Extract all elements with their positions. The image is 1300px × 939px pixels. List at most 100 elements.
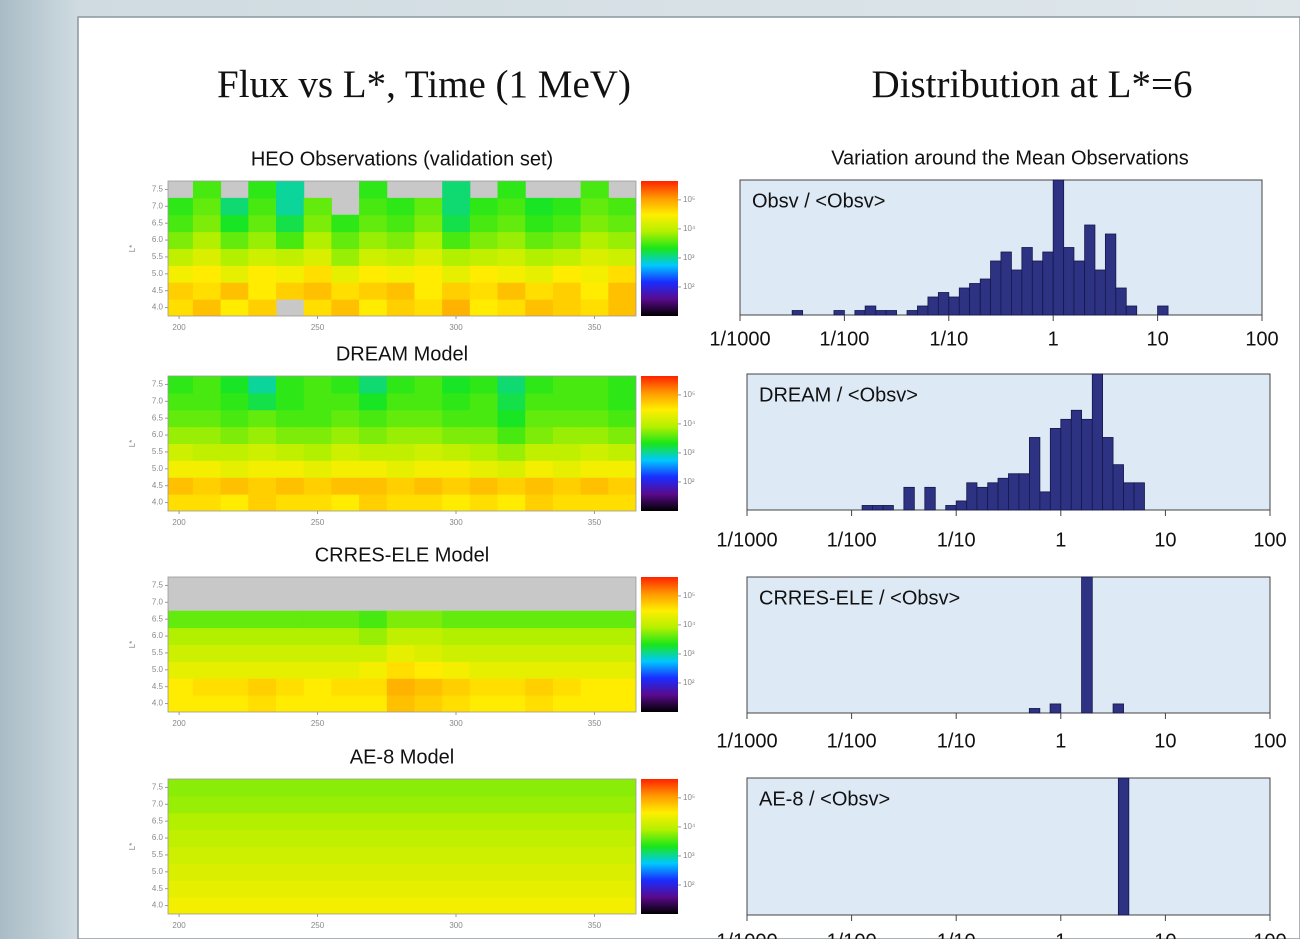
heatmap-cell [220, 265, 249, 283]
heatmap-cell [580, 846, 609, 864]
heatmap-cell [552, 231, 582, 249]
chart-title: Variation around the Mean Observations [831, 147, 1189, 169]
heatmap-cell [552, 779, 582, 797]
heatmap-cell [608, 695, 636, 712]
heatmap-cell [276, 409, 305, 428]
heatmap-cell [580, 661, 609, 679]
bar [1029, 437, 1041, 511]
y-tick-label: 4.0 [152, 699, 164, 708]
heatmap-cell [331, 299, 360, 316]
heatmap-cell [276, 779, 305, 797]
heatmap-cell [608, 863, 636, 881]
heatmap-cell [497, 779, 526, 797]
heatmap-cell [331, 477, 360, 495]
heatmap-cell [386, 265, 415, 283]
x-tick-label: 200 [172, 518, 186, 527]
heatmap-cell [331, 460, 360, 478]
heatmap-cell [303, 795, 332, 814]
heatmap-cell [608, 779, 636, 797]
heatmap-cell [192, 627, 222, 645]
x-tick-label: 1/1000 [716, 529, 777, 551]
bar [927, 296, 939, 316]
heatmap-cell [552, 376, 582, 394]
heatmap-cell [580, 678, 609, 696]
y-tick-label: 7.0 [152, 396, 164, 405]
heatmap-cell [359, 181, 388, 199]
y-tick-label: 5.0 [152, 665, 164, 674]
heatmap-cell [220, 460, 249, 478]
heatmap-cell [192, 695, 222, 712]
y-tick-label: 5.0 [152, 464, 164, 473]
x-tick-label: 100 [1253, 529, 1286, 551]
heatmap-cell [276, 460, 305, 478]
heatmap-cell [192, 392, 222, 411]
heatmap-cell [168, 779, 194, 797]
heatmap-cell [580, 197, 609, 216]
bar [882, 505, 894, 511]
bar [955, 500, 968, 511]
heatmap-cell [168, 610, 194, 629]
heatmap-cell [168, 265, 194, 283]
heatmap-cell [276, 494, 305, 511]
heatmap-cell [168, 426, 194, 444]
heatmap-cell [220, 812, 249, 831]
heatmap-cell [608, 846, 636, 864]
y-tick-label: 6.5 [152, 413, 164, 422]
x-tick-label: 1/10 [937, 730, 976, 752]
heatmap-cell [168, 678, 194, 696]
heatmap-cell [359, 846, 388, 864]
x-tick-label: 300 [449, 323, 463, 332]
heatmap-cell [497, 409, 526, 428]
y-tick-label: 7.5 [152, 185, 164, 194]
heatmap-cell [248, 880, 277, 898]
heatmap-cell [220, 897, 249, 914]
panel-label: CRRES-ELE / <Obsv> [759, 587, 960, 609]
y-axis-label: L* [128, 843, 137, 851]
heatmap-cell [303, 231, 332, 249]
bar [1018, 473, 1030, 511]
heatmap-cell [442, 678, 471, 696]
x-tick-label: 100 [1253, 930, 1286, 939]
y-axis-label: L* [128, 440, 137, 448]
heatmap-cell [386, 392, 415, 411]
heatmap-cell [442, 376, 471, 394]
heatmap-cell [525, 846, 554, 864]
heatmap-cell [608, 426, 636, 444]
heatmap-cell [442, 460, 471, 478]
heatmap-cell [276, 181, 305, 199]
heatmap-cell [248, 426, 277, 444]
colorbar-tick-label: 10⁴ [683, 419, 696, 428]
heatmap-cell [331, 661, 360, 679]
heatmap-cell [442, 779, 471, 797]
heatmap-cell [497, 863, 526, 881]
heatmap-cell [192, 426, 222, 444]
heatmap-cell [276, 610, 305, 629]
bar [871, 505, 884, 511]
x-tick-label: 200 [172, 921, 186, 930]
heatmap-cell [442, 443, 471, 461]
heatmap-cell [525, 248, 554, 266]
heatmap-cell [303, 880, 332, 898]
heatmap-cell [469, 282, 499, 300]
heatmap-cell [220, 426, 249, 444]
heatmap-cell [220, 610, 249, 629]
heatmap-cell [359, 231, 388, 249]
heatmap-cell [359, 661, 388, 679]
y-tick-label: 6.0 [152, 631, 164, 640]
heatmap-cell [442, 846, 471, 864]
heatmap-cell [414, 829, 443, 847]
heatmap-cell [469, 248, 499, 266]
panel-label: AE-8 / <Obsv> [759, 788, 890, 810]
colorbar [641, 779, 678, 914]
bar [1091, 373, 1104, 511]
heatmap-cell [469, 477, 499, 495]
heatmap-cell [248, 829, 277, 847]
heatmap-cell [442, 181, 471, 199]
heatmap-cell [303, 443, 332, 461]
heatmap-cell [386, 678, 415, 696]
bar [958, 287, 970, 316]
heatmap-cell [192, 880, 222, 898]
heatmap-cell [303, 829, 332, 847]
heatmap-cell [386, 426, 415, 444]
